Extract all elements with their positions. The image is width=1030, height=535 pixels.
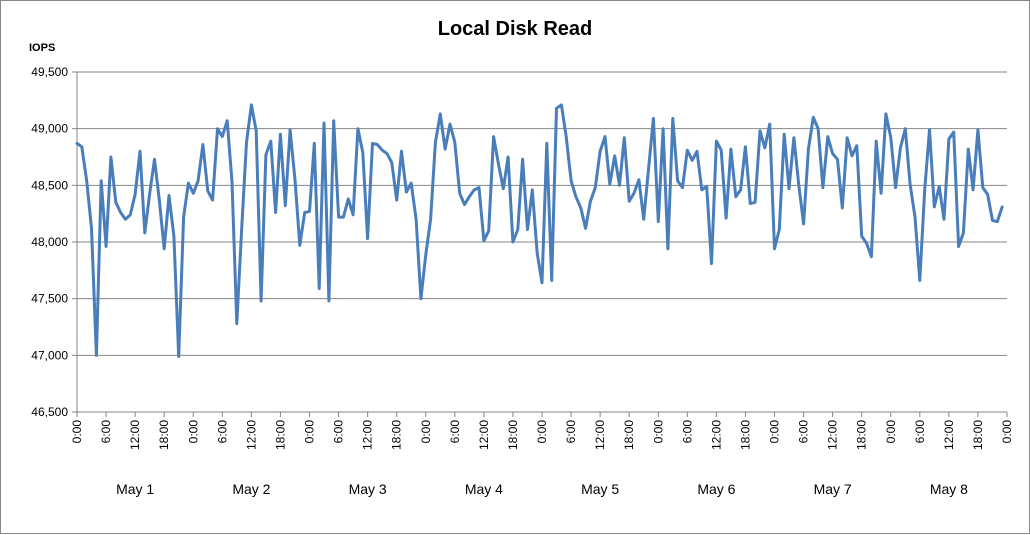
x-tick-label: 0:00	[535, 420, 549, 444]
y-tick-label: 48,000	[31, 235, 68, 249]
day-label: May 2	[232, 481, 270, 497]
x-tick-label: 0:00	[884, 420, 898, 444]
y-tick-label: 49,500	[31, 65, 68, 79]
y-tick-labels: 46,500 47,000 47,500 48,000 48,500 49,000 49,5…	[31, 65, 68, 419]
x-tick-label: 12:00	[244, 420, 258, 450]
day-label: May 8	[930, 481, 968, 497]
x-tick-label: 18:00	[273, 420, 287, 450]
axes	[72, 71, 1008, 417]
y-tick-label: 49,000	[31, 122, 68, 136]
x-tick-label: 12:00	[942, 420, 956, 450]
x-tick-label: 0:00	[303, 420, 317, 444]
x-tick-label: 18:00	[390, 420, 404, 450]
day-label: May 3	[349, 481, 387, 497]
series-line	[75, 103, 1004, 358]
x-tick-label: 18:00	[855, 420, 869, 450]
x-tick-label: 12:00	[826, 420, 840, 450]
x-tick-label: 18:00	[506, 420, 520, 450]
y-tick-label: 46,500	[31, 405, 68, 419]
x-tick-label: 12:00	[593, 420, 607, 450]
y-axis-label: IOPS	[29, 42, 55, 54]
x-tick-label: 6:00	[448, 420, 462, 444]
day-labels: May 1 May 2 May 3 May 4 May 5 May 6 May 7 May 8	[116, 481, 968, 497]
x-tick-label: 18:00	[157, 420, 171, 450]
x-tick-label: 12:00	[709, 420, 723, 450]
x-tick-label: 18:00	[971, 420, 985, 450]
day-label: May 1	[116, 481, 154, 497]
x-tick-label: 6:00	[913, 420, 927, 444]
x-tick-label: 6:00	[215, 420, 229, 444]
x-tick-label: 12:00	[361, 420, 375, 450]
series	[75, 103, 1004, 358]
y-tick-label: 47,000	[31, 348, 68, 362]
day-label: May 4	[465, 481, 503, 497]
y-tick-label: 47,500	[31, 292, 68, 306]
x-tick-label: 12:00	[477, 420, 491, 450]
x-tick-label: 6:00	[332, 420, 346, 444]
x-tick-label: 6:00	[564, 420, 578, 444]
day-label: May 5	[581, 481, 619, 497]
x-tick-label: 0:00	[651, 420, 665, 444]
chart-title: Local Disk Read	[438, 18, 593, 40]
x-tick-label: 18:00	[738, 420, 752, 450]
x-tick-label: 0:00	[419, 420, 433, 444]
x-tick-label: 0:00	[1000, 420, 1014, 444]
x-tick-label: 0:00	[186, 420, 200, 444]
x-tick-label: 6:00	[680, 420, 694, 444]
y-tick-label: 48,500	[31, 178, 68, 192]
day-label: May 7	[814, 481, 852, 497]
x-tick-label: 18:00	[622, 420, 636, 450]
day-label: May 6	[697, 481, 735, 497]
x-tick-label: 6:00	[797, 420, 811, 444]
x-tick-label: 0:00	[70, 420, 84, 444]
x-tick-label: 6:00	[99, 420, 113, 444]
x-tick-labels: 0:00 6:00 12:00 18:00 0:00 6:00 12:00 18:00 0:00…	[70, 420, 1014, 450]
x-tick-label: 0:00	[768, 420, 782, 444]
x-tick-label: 12:00	[128, 420, 142, 450]
